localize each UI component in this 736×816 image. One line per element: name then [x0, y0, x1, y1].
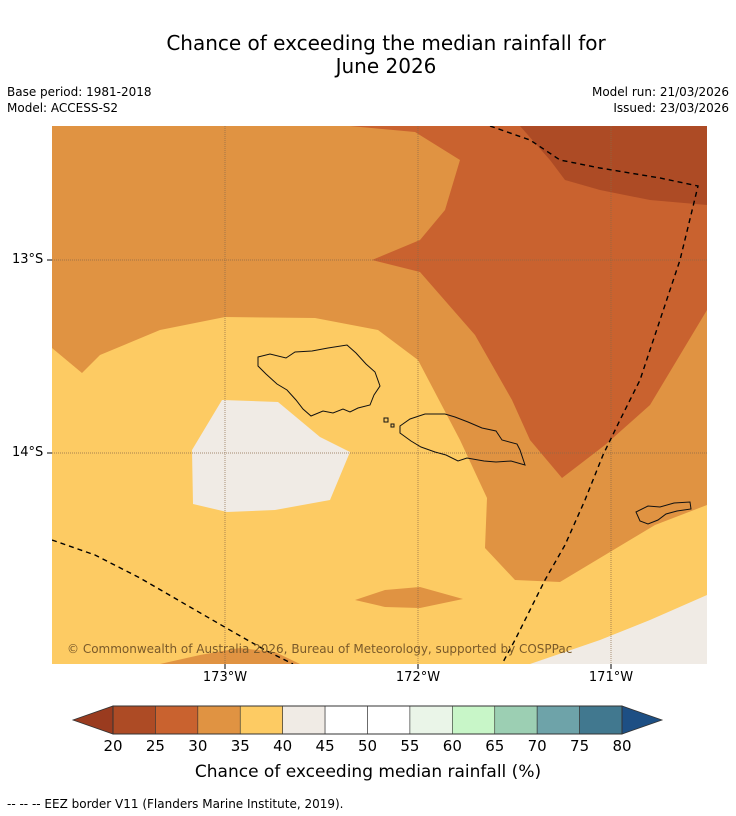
savaii-island: [257, 344, 381, 417]
colorbar-under-arrow: [71, 705, 114, 735]
meta-right: Model run: 21/03/2026 Issued: 23/03/2026: [592, 84, 729, 116]
colorbar: [71, 705, 664, 735]
colorbar-over-arrow: [621, 705, 664, 735]
colorbar-tick-label: 25: [145, 737, 165, 755]
category-area-30-35-patch: [355, 587, 463, 608]
apolima-island: [390, 423, 395, 428]
colorbar-cell: [494, 705, 538, 735]
meta-left: Base period: 1981-2018 Model: ACCESS-S2: [7, 84, 152, 116]
colorbar-cell: [367, 705, 411, 735]
colorbar-cell: [324, 705, 368, 735]
colorbar-cell: [579, 705, 623, 735]
colorbar-tick-label: 40: [273, 737, 293, 755]
lon-label-173w: 173°W: [202, 670, 248, 685]
colorbar-cell: [282, 705, 326, 735]
axis-ticks: [47, 259, 612, 669]
colorbar-tick-label: 45: [315, 737, 335, 755]
graticule: [52, 126, 707, 664]
lat-label-13s: 13°S: [12, 252, 44, 267]
colorbar-tick-label: 20: [103, 737, 123, 755]
colorbar-tick-label: 30: [188, 737, 208, 755]
colorbar-title: Chance of exceeding median rainfall (%): [194, 762, 542, 782]
colorbar-cell: [409, 705, 453, 735]
colorbar-tick-label: 75: [570, 737, 590, 755]
eez-footnote: -- -- -- EEZ border V11 (Flanders Marine…: [7, 797, 344, 811]
colorbar-tick-label: 70: [527, 737, 547, 755]
category-area-25-30: [350, 126, 707, 478]
colorbar-tick-label: 50: [357, 737, 378, 755]
colorbar-tick-label: 60: [442, 737, 462, 755]
colorbar-tick-label: 65: [485, 737, 505, 755]
category-area-40-45: [192, 400, 350, 512]
colorbar-cell: [197, 705, 241, 735]
colorbar-tick-label: 55: [400, 737, 420, 755]
category-area-30-35-south: [160, 648, 300, 664]
lon-label-171w: 171°W: [588, 670, 634, 685]
colorbar-cell: [536, 705, 580, 735]
colorbar-cell: [239, 705, 283, 735]
colorbar-tick-label: 35: [230, 737, 250, 755]
model-run: Model run: 21/03/2026: [591, 85, 729, 99]
manono-island: [383, 417, 389, 423]
colorbar-frame: [112, 705, 623, 735]
title-line-1: Chance of exceeding the median rainfall …: [166, 31, 606, 55]
upolu-island: [399, 413, 526, 466]
colorbar-cell: [112, 705, 156, 735]
model-name: Model: ACCESS-S2: [7, 101, 119, 115]
tutuila-island: [635, 501, 692, 525]
colorbar-cell: [452, 705, 496, 735]
category-area-20-25: [520, 126, 707, 205]
issued-date: Issued: 23/03/2026: [613, 101, 729, 115]
category-area-40-45-se: [530, 595, 707, 664]
colorbar-tick-label: 80: [612, 737, 632, 755]
lon-label-172w: 172°W: [395, 670, 441, 685]
colorbar-cell: [155, 705, 199, 735]
chart-title: Chance of exceeding the median rainfall …: [0, 32, 736, 78]
lat-label-14s: 14°S: [12, 445, 44, 460]
eez-borders: [52, 126, 699, 664]
coastlines: [257, 344, 692, 525]
base-period: Base period: 1981-2018: [7, 85, 152, 99]
title-line-2: June 2026: [335, 54, 437, 78]
copyright-notice: © Commonwealth of Australia 2026, Bureau…: [67, 642, 573, 656]
